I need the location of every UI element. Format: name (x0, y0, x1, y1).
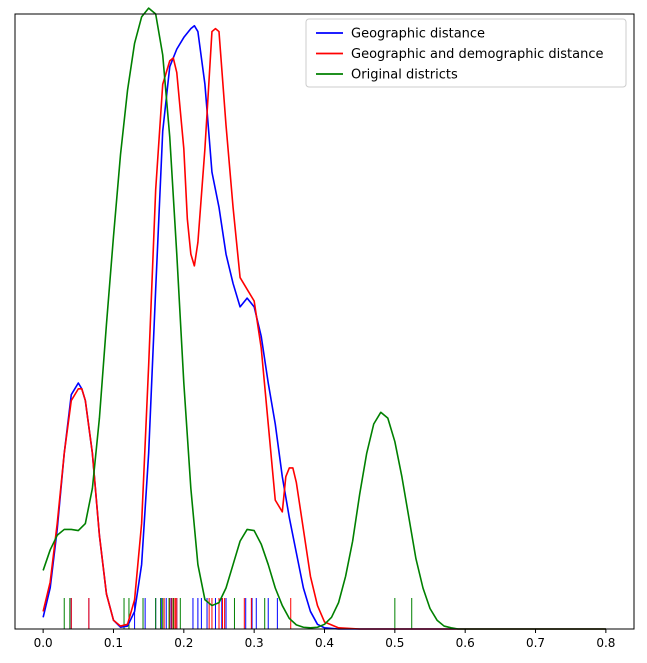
x-tick-label: 0.0 (34, 636, 53, 650)
series-line-geographic-and-demographic-distance (42, 27, 606, 630)
x-axis: 0.0 0.1 0.2 0.3 0.4 0.5 0.6 0.7 0.8 (34, 629, 615, 650)
legend-label: Geographic and demographic distance (351, 47, 603, 62)
x-tick-label: 0.6 (456, 636, 475, 650)
x-tick-label: 0.5 (385, 636, 404, 650)
series-layer (42, 7, 606, 630)
x-tick-label: 0.1 (104, 636, 123, 650)
series-line-original-districts (42, 7, 606, 630)
legend-box (305, 18, 627, 88)
x-tick-label: 0.7 (526, 636, 545, 650)
x-tick-label: 0.2 (174, 636, 193, 650)
legend-label: Original districts (351, 68, 458, 83)
legend: Geographic distance Geographic and demogr… (305, 18, 627, 88)
legend-label: Geographic distance (351, 27, 485, 42)
x-tick-label: 0.8 (596, 636, 615, 650)
x-tick-label: 0.3 (245, 636, 264, 650)
rug-layer (63, 598, 413, 629)
x-tick-label: 0.4 (315, 636, 334, 650)
